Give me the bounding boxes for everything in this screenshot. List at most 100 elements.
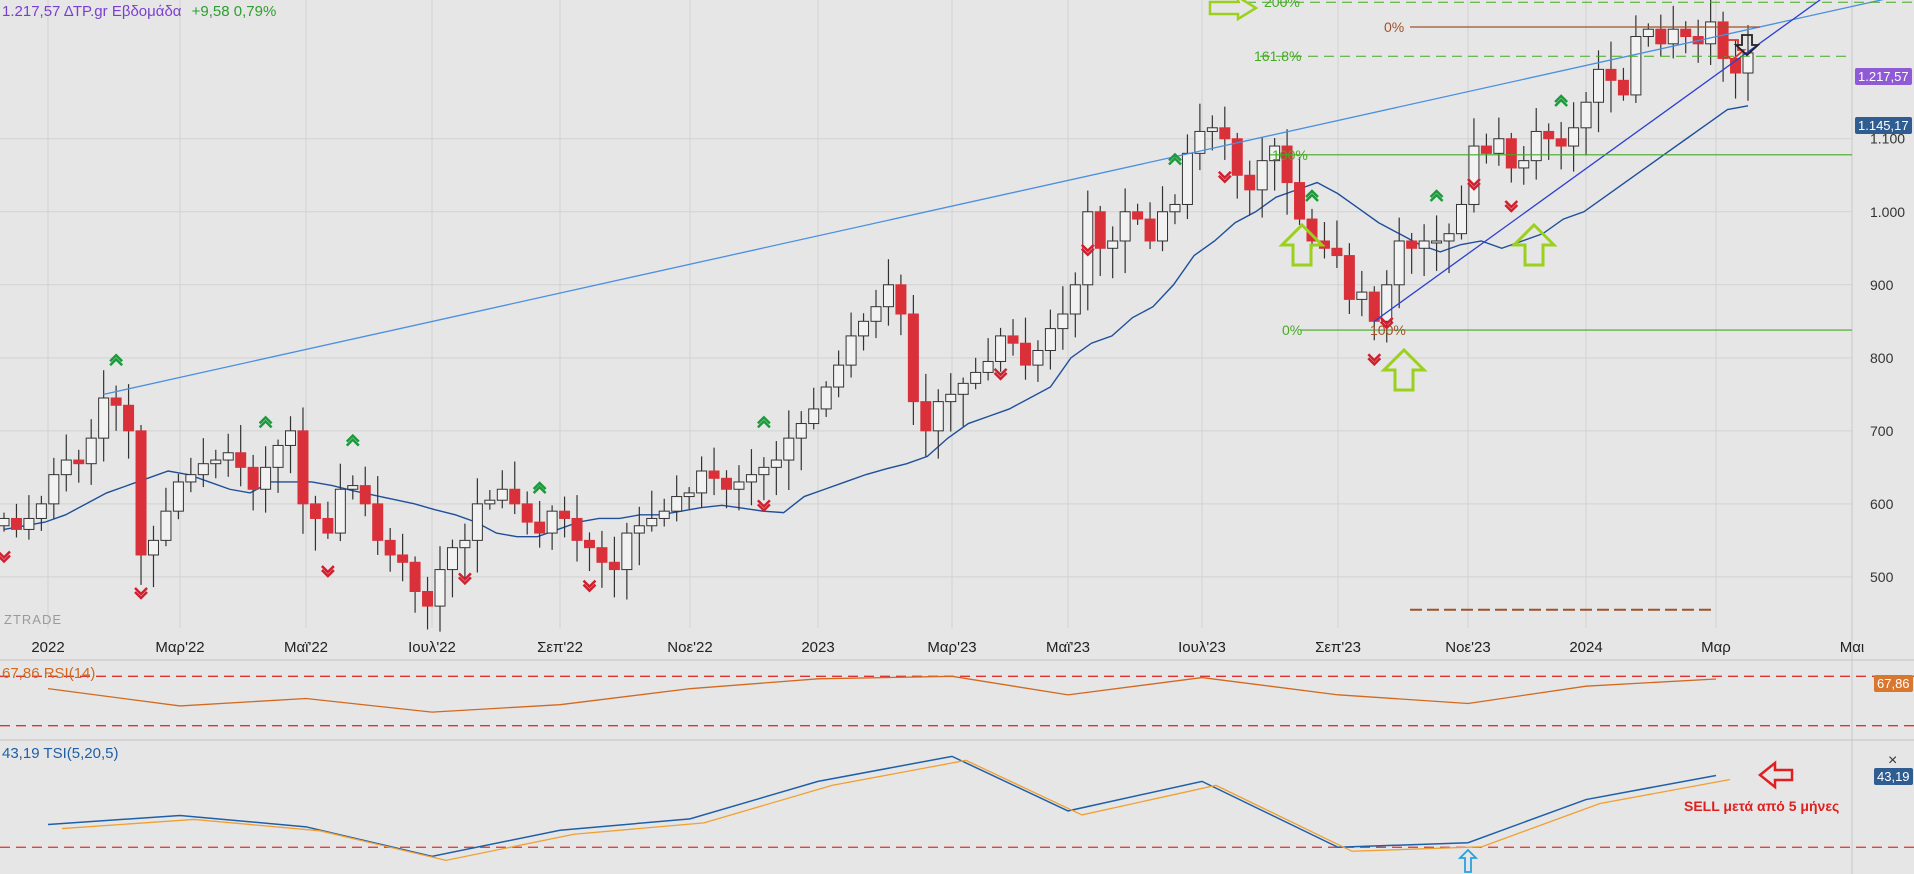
- candle-body: [758, 466, 770, 476]
- signal-up-icon: [1168, 152, 1182, 166]
- red-down-arrow-icon: [1717, 39, 1747, 62]
- candle-body: [1630, 36, 1642, 96]
- candle-body: [1206, 127, 1218, 132]
- candle-body: [559, 510, 571, 519]
- candle-body: [272, 444, 284, 468]
- candle-body: [733, 481, 745, 490]
- fib-label-100-brown: 100%: [1370, 322, 1406, 338]
- signal-down-icon: [1217, 170, 1232, 184]
- signal-down-icon: [757, 499, 771, 513]
- candle-body: [1281, 145, 1293, 184]
- candle-body: [309, 503, 321, 519]
- x-tick-label: Μαρ: [1701, 639, 1731, 656]
- fib-label-0-lower: 0%: [1282, 322, 1302, 338]
- ma-price-tag: 1.145,17: [1855, 117, 1912, 134]
- x-tick-label: Μαρ'22: [155, 639, 204, 656]
- black-down-arrow-icon: [1733, 34, 1761, 57]
- signal-up-icon: [258, 415, 273, 429]
- tsi-value-tag: 43,19: [1874, 768, 1913, 785]
- lime-up-arrow-icon: [1380, 347, 1428, 392]
- candle-body: [48, 474, 60, 505]
- signal-up-icon: [757, 415, 771, 429]
- candle-body: [583, 539, 595, 549]
- last-price: 1.217,57: [2, 3, 61, 20]
- sell-annotation: SELL μετά από 5 μήνες: [1684, 798, 1840, 814]
- candle-body: [895, 284, 907, 315]
- candle-body: [995, 335, 1007, 362]
- signal-down-icon: [1467, 178, 1481, 191]
- candle-body: [85, 437, 97, 465]
- candle-body: [1269, 145, 1281, 162]
- candle-body: [621, 532, 633, 571]
- tsi-signal-line: [61, 759, 1731, 862]
- candle-body: [1593, 68, 1605, 103]
- candle-body: [1119, 211, 1131, 242]
- candle-body: [1069, 284, 1081, 315]
- y-tick-label: 1.100: [1870, 131, 1905, 147]
- candle-body: [1244, 174, 1256, 191]
- last-price-tag: 1.217,57: [1855, 68, 1912, 85]
- candle-body: [322, 517, 334, 534]
- candle-body: [833, 364, 845, 388]
- candle-body: [235, 452, 247, 468]
- close-pane-icon[interactable]: ×: [1888, 752, 1898, 769]
- signal-down-icon: [1379, 316, 1394, 330]
- candle-body: [1543, 130, 1555, 140]
- x-tick-label: Ιουλ'22: [408, 639, 456, 656]
- x-tick-label: Μαϊ'23: [1046, 639, 1090, 656]
- candle-body: [35, 503, 47, 519]
- candle-body: [1331, 247, 1343, 257]
- lime-up-arrow-icon: [1510, 222, 1558, 267]
- candle-body: [1730, 57, 1742, 74]
- fib-label-161: 161.8%: [1254, 48, 1301, 64]
- candle-body: [496, 488, 508, 501]
- candle-body: [521, 503, 533, 523]
- candle-body: [110, 397, 122, 406]
- candle-body: [1505, 138, 1517, 169]
- candle-body: [1580, 101, 1592, 129]
- x-tick-label: 2022: [31, 639, 64, 656]
- interval-label[interactable]: Εβδομάδα: [111, 3, 182, 20]
- x-tick-label: 2024: [1569, 639, 1602, 656]
- fib-label-200: 200%: [1264, 0, 1300, 10]
- candle-body: [347, 485, 359, 490]
- candle-body: [1617, 79, 1629, 96]
- tsi-line: [47, 755, 1717, 858]
- y-tick-label: 600: [1870, 496, 1894, 512]
- rsi-value-tag: 67,86: [1874, 675, 1913, 692]
- x-tick-label: Σεπ'23: [1315, 639, 1361, 656]
- candle-body: [820, 386, 832, 410]
- candle-body: [1431, 240, 1443, 244]
- candle-body: [608, 561, 620, 571]
- candle-body: [0, 517, 10, 527]
- candle-body: [970, 371, 982, 384]
- candle-body: [422, 590, 434, 607]
- change-value: +9,58 0,79%: [191, 3, 277, 20]
- moving-average-line: [3, 105, 1749, 538]
- candle-body: [882, 284, 894, 308]
- tsi-label[interactable]: 43,19 TSI(5,20,5): [2, 745, 119, 762]
- candle-body: [260, 466, 272, 490]
- candle-body: [471, 503, 483, 541]
- candle-body: [845, 335, 857, 366]
- candle-body: [1455, 203, 1467, 235]
- candle-body: [297, 430, 309, 505]
- candle-body: [982, 360, 994, 373]
- candle-body: [160, 510, 172, 541]
- candle-body: [770, 459, 782, 468]
- candle-body: [10, 517, 22, 530]
- candle-body: [1443, 233, 1455, 242]
- candle-body: [671, 496, 683, 512]
- rsi-label[interactable]: 67,86 RSI(14): [2, 665, 96, 682]
- candle-body: [1368, 291, 1380, 322]
- chart-header: 1.217,57 ΔΤΡ.gr Εβδομάδα +9,58 0,79%: [2, 3, 276, 20]
- long-trendline: [103, 0, 1885, 395]
- candle-body: [1530, 130, 1542, 162]
- candle-body: [372, 503, 384, 541]
- signal-down-icon: [458, 572, 472, 586]
- x-tick-label: Σεπ'22: [537, 639, 583, 656]
- candle-body: [1680, 28, 1692, 38]
- candle-body: [1157, 211, 1169, 242]
